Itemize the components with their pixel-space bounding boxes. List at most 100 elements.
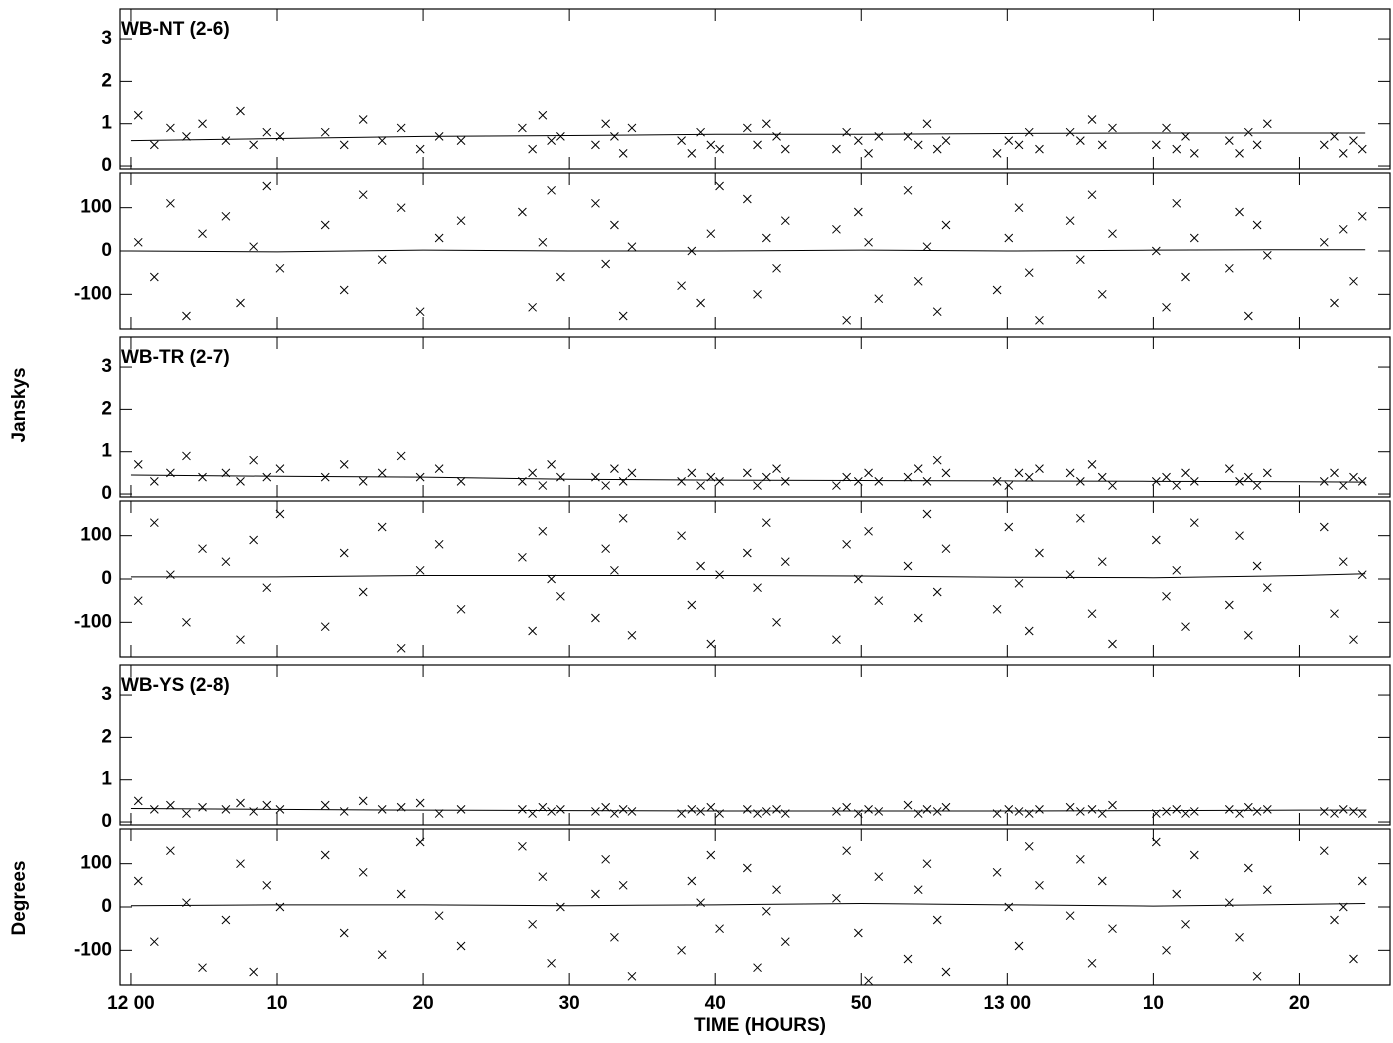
data-point <box>396 889 406 899</box>
data-point <box>1262 885 1272 895</box>
data-point <box>715 144 724 154</box>
data-point <box>1330 809 1339 818</box>
data-point <box>1349 635 1358 645</box>
data-point <box>772 132 781 141</box>
data-point <box>753 583 762 593</box>
data-point <box>922 804 932 814</box>
data-point <box>932 915 942 925</box>
data-point <box>932 144 942 154</box>
data-point <box>922 509 932 519</box>
data-point <box>1235 207 1244 217</box>
plot-frame <box>119 336 1391 498</box>
data-point <box>518 841 527 851</box>
data-point <box>396 203 406 213</box>
data-point <box>1172 144 1182 154</box>
data-point <box>556 132 565 141</box>
data-point <box>236 476 245 486</box>
data-point <box>547 958 556 968</box>
data-point <box>1065 216 1075 226</box>
x-tick-label: 50 <box>851 993 872 1014</box>
data-point <box>1181 919 1190 929</box>
data-point <box>1252 561 1262 571</box>
data-point <box>538 110 548 120</box>
data-point <box>1014 203 1024 213</box>
data-point <box>1014 468 1024 478</box>
data-point <box>1330 298 1339 308</box>
data-point <box>358 190 368 200</box>
data-point <box>913 885 923 895</box>
y-tick-label: 3 <box>101 28 112 49</box>
data-point <box>627 468 637 478</box>
data-point <box>903 954 913 964</box>
data-point <box>922 859 932 869</box>
data-point <box>715 181 724 191</box>
data-point <box>556 272 565 282</box>
y-tick-label: 0 <box>101 155 112 176</box>
x-tick-label: 20 <box>413 993 434 1014</box>
data-point <box>1189 850 1199 860</box>
data-point <box>1151 246 1161 256</box>
data-point <box>149 518 159 528</box>
data-point <box>198 472 207 482</box>
data-point <box>1338 557 1348 567</box>
data-point <box>1065 802 1075 812</box>
data-point <box>1349 954 1358 964</box>
data-point <box>547 574 556 584</box>
data-point <box>1189 148 1199 158</box>
data-point <box>903 185 913 195</box>
data-point <box>618 513 628 523</box>
data-point <box>182 617 191 627</box>
data-point <box>1235 932 1244 942</box>
data-point <box>1075 255 1085 265</box>
data-point <box>601 259 611 269</box>
data-point <box>610 132 619 141</box>
data-point <box>1319 237 1329 247</box>
data-point <box>922 242 932 252</box>
data-point <box>528 144 537 154</box>
data-point <box>320 800 330 810</box>
data-point <box>742 194 752 204</box>
data-point <box>753 963 762 973</box>
data-point <box>528 919 537 929</box>
data-point <box>538 481 548 490</box>
data-point <box>339 548 349 558</box>
data-point <box>941 967 951 977</box>
data-point <box>538 872 548 882</box>
data-point <box>601 119 611 129</box>
data-point <box>1243 127 1253 137</box>
data-point <box>1075 513 1085 523</box>
data-point <box>236 859 245 869</box>
data-point <box>396 123 406 133</box>
data-point <box>832 635 841 645</box>
data-point <box>415 144 425 154</box>
data-point <box>761 119 771 129</box>
data-point <box>556 591 565 601</box>
data-point <box>610 464 619 473</box>
data-point <box>1338 224 1348 234</box>
data-point <box>753 481 762 490</box>
plot-frame <box>119 828 1391 986</box>
data-point <box>1108 229 1117 239</box>
data-point <box>149 272 159 282</box>
data-point <box>687 804 697 814</box>
data-point <box>1224 600 1234 610</box>
model-line <box>130 132 1366 142</box>
data-point <box>1319 807 1329 816</box>
data-point <box>358 587 368 597</box>
data-point <box>275 132 285 141</box>
data-point <box>591 140 600 150</box>
data-point <box>1349 807 1358 816</box>
data-point <box>518 123 527 133</box>
data-point <box>456 604 466 614</box>
data-point <box>864 804 873 814</box>
data-point <box>992 604 1002 614</box>
data-point <box>1087 804 1097 814</box>
data-point <box>149 140 159 150</box>
data-point <box>198 963 207 973</box>
data-point <box>1319 140 1329 150</box>
data-point <box>1108 924 1117 934</box>
data-point <box>339 140 349 150</box>
data-point <box>1243 472 1253 482</box>
data-point <box>1087 190 1097 200</box>
data-point <box>1004 136 1014 145</box>
